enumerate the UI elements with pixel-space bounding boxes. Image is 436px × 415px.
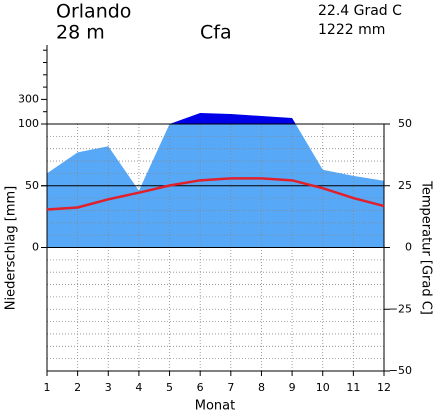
- elevation: 28 m: [56, 22, 105, 44]
- temperature-line: [46, 177, 385, 211]
- y-tick-label: 300: [18, 92, 39, 105]
- x-axis-label: Monat: [195, 399, 235, 414]
- y2-tick-label: 0: [405, 241, 412, 254]
- y2-tick-label: 25: [398, 179, 412, 192]
- y2-axis-label: Temperatur [Grad C]: [419, 180, 434, 315]
- x-tick-label: 9: [289, 381, 296, 394]
- x-tick-label: 4: [135, 381, 142, 394]
- precipitation-excess-area: [169, 113, 296, 124]
- y-axis-label: Niederschlag [mm]: [4, 186, 19, 311]
- x-tick-label: 10: [316, 381, 330, 394]
- x-tick-label: 7: [227, 381, 234, 394]
- climate-class: Cfa: [200, 22, 232, 44]
- x-tick-label: 1: [44, 381, 51, 394]
- y2-tick-label: −50: [389, 364, 412, 377]
- x-tick-label: 6: [197, 381, 204, 394]
- y2-tick-label: 50: [398, 117, 412, 130]
- annual-precipitation: 1222 mm: [318, 22, 385, 38]
- y-tick-label: 0: [32, 241, 39, 254]
- x-tick-label: 12: [377, 381, 391, 394]
- x-tick-label: 11: [346, 381, 360, 394]
- y2-tick-label: −25: [389, 302, 412, 315]
- x-tick-label: 8: [258, 381, 265, 394]
- x-tick-label: 3: [105, 381, 112, 394]
- chart-title: Orlando: [56, 1, 131, 23]
- y-tick-label: 100: [18, 117, 39, 130]
- mean-temperature: 22.4 Grad C: [318, 3, 402, 19]
- x-tick-label: 5: [166, 381, 173, 394]
- x-tick-label: 2: [74, 381, 81, 394]
- y-tick-label: 50: [25, 179, 39, 192]
